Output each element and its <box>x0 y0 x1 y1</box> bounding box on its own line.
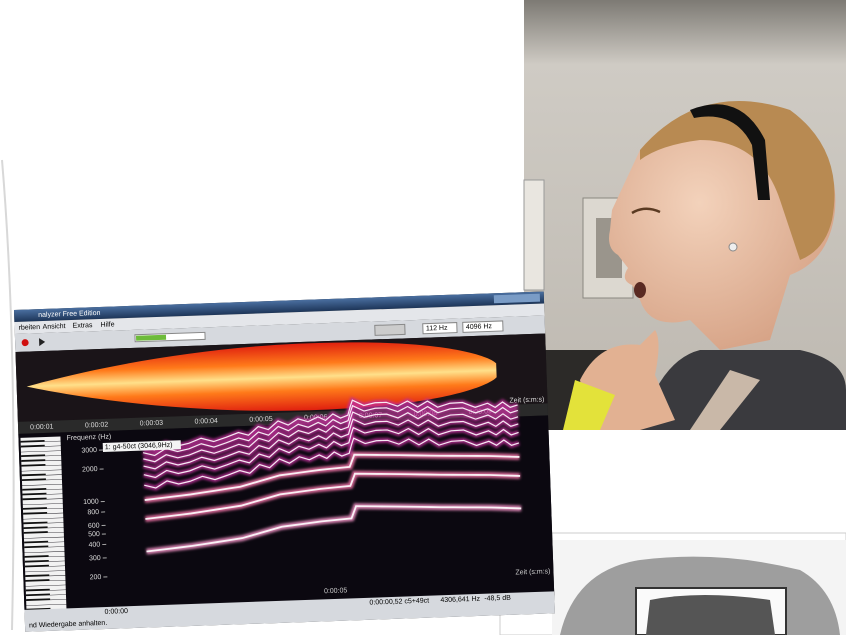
freq-tick-label: 3000 <box>81 447 97 455</box>
freq-axis-label: Frequenz (Hz) <box>66 434 111 443</box>
freq-tick-label: 800 <box>87 509 99 516</box>
window-controls[interactable] <box>493 293 541 304</box>
title-bar <box>14 291 545 322</box>
harmonic <box>144 453 520 501</box>
harmonic <box>142 399 518 451</box>
status-start: 0:00:00 <box>104 608 128 616</box>
harmonic <box>142 404 518 457</box>
white-key <box>23 532 64 539</box>
time-label: 0:00:04 <box>194 418 218 426</box>
menu-bar <box>14 303 545 334</box>
menu-item: Ansicht <box>43 323 66 331</box>
status-bar <box>24 591 555 632</box>
high-freq-field[interactable] <box>462 320 504 333</box>
high-freq: 4096 Hz <box>466 323 493 331</box>
time-label: 0:00:03 <box>140 420 164 428</box>
white-key <box>21 465 62 472</box>
status-freq: 4306,641 Hz <box>440 596 480 604</box>
status-text: nd Wiedergabe anhalten. <box>29 620 107 630</box>
freq-tick-label: 400 <box>88 541 100 548</box>
menu-item: Extras <box>72 322 93 330</box>
freq-tick-label: 500 <box>88 531 100 538</box>
time-label: 0:00:01 <box>30 424 54 432</box>
spec-axis-label: Zeit (s:m:s) <box>515 568 550 576</box>
white-key <box>23 513 64 520</box>
status-level: -48,5 dB <box>484 595 511 603</box>
menu-item: Hilfe <box>100 321 114 328</box>
waveform <box>26 342 497 411</box>
harmonic <box>145 472 521 520</box>
app-window: nalyzer Free Edition rbeiten Ansicht Extra… <box>14 291 555 632</box>
time-label: 0:00:05 <box>249 416 273 424</box>
low-freq: 112 Hz <box>426 325 448 333</box>
harmonic <box>143 418 519 470</box>
color-select[interactable] <box>374 323 406 336</box>
harmonic <box>144 437 520 489</box>
harmonic <box>146 505 522 553</box>
low-freq-field[interactable] <box>422 322 458 335</box>
marker-label: 1: g4-50ct (3046,9Hz) <box>105 442 173 451</box>
freq-tick-label: 600 <box>88 522 100 529</box>
harmonic <box>143 426 519 479</box>
window-title: nalyzer Free Edition <box>38 310 101 319</box>
record-button[interactable] <box>21 339 29 347</box>
white-key <box>25 580 66 587</box>
photo <box>523 0 846 430</box>
sketch <box>499 532 846 635</box>
time-label: 0:00:02 <box>85 422 109 430</box>
status-time: 0:00:00,52 <box>369 598 402 606</box>
white-key <box>22 498 63 505</box>
white-key <box>20 446 61 452</box>
freq-tick-label: 1000 <box>83 499 99 507</box>
wave-axis-label: Zeit (s:m:s) <box>509 396 544 404</box>
marker-box <box>102 440 181 452</box>
menu-item: rbeiten <box>19 324 41 332</box>
status-note: c5+49ct <box>404 598 429 606</box>
decor-curve <box>1 159 15 631</box>
white-key <box>21 479 63 486</box>
spectrogram-panel <box>18 415 555 614</box>
white-key <box>24 565 66 572</box>
spec-time-label: 0:00:05 <box>324 587 348 595</box>
freq-tick-label: 200 <box>90 574 102 581</box>
freq-tick-label: 2000 <box>82 466 98 474</box>
white-key <box>26 599 67 606</box>
piano-keys <box>20 436 67 612</box>
white-key <box>24 546 65 553</box>
freq-tick-label: 300 <box>89 555 101 562</box>
harmonic <box>143 411 519 463</box>
toolbar <box>14 315 546 352</box>
play-button[interactable] <box>38 338 46 347</box>
